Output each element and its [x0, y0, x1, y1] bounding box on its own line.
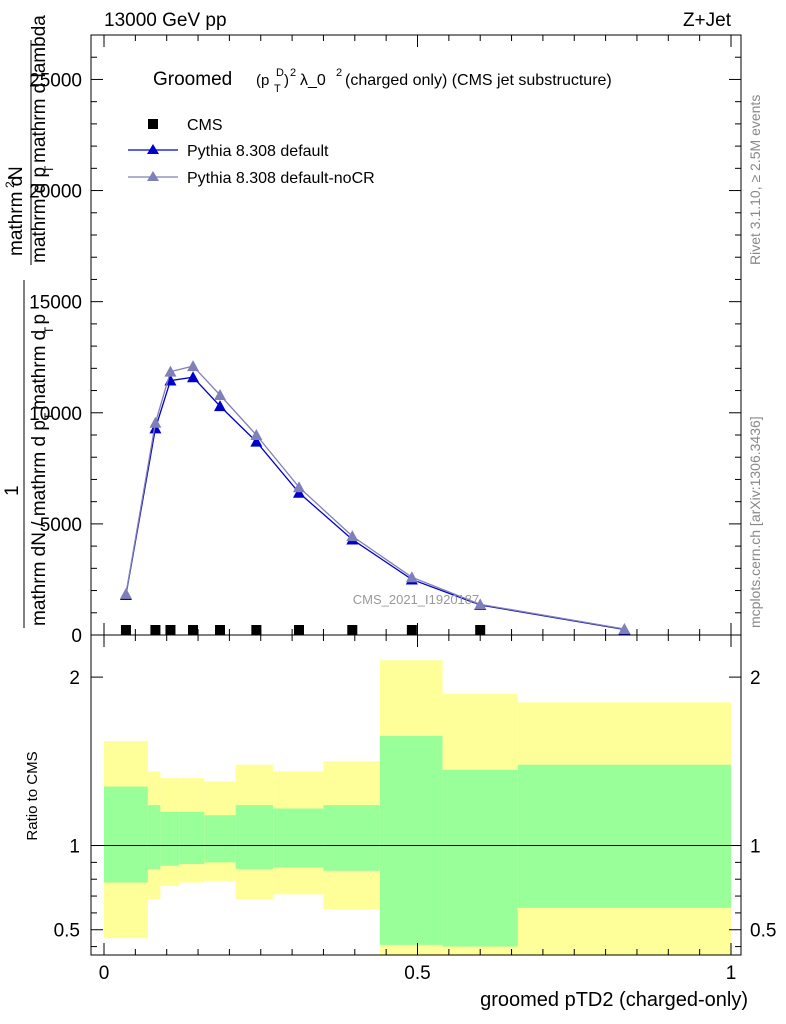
data-point-triangle	[474, 598, 487, 610]
ratio-y-tick-label-left: 0.5	[54, 921, 80, 942]
title-sub-t: T	[274, 83, 281, 95]
data-point-square	[188, 625, 199, 635]
data-point-triangle	[618, 623, 631, 634]
data-point-square	[165, 625, 176, 635]
ylabel-denominator-bottom: mathrm dN / mathrm d p T mathrm d p T	[29, 314, 56, 626]
ylabel-denominator-top: mathrm d p T mathrm d lambda	[29, 15, 56, 263]
ratio-green-band	[379, 736, 443, 945]
title-main: Groomed	[153, 69, 232, 90]
ylabel-den2-sub2: T	[42, 326, 56, 334]
data-point-square	[214, 625, 225, 635]
title-lambda: λ_0	[300, 72, 326, 89]
x-tick-label: 1	[726, 963, 737, 984]
plot-title: Groomed (p D T ) 2 λ_0 2 (charged only) …	[153, 67, 612, 95]
data-point-triangle	[213, 389, 226, 400]
ratio-y-tick-label-right: 0.5	[750, 921, 776, 942]
main-y-axis-label: mathrm d 2 N mathrm d p T mathrm d lambd…	[2, 15, 56, 628]
title-rest: (charged only) (CMS jet substructure)	[345, 72, 612, 89]
main-y-tick-label: 20000	[29, 182, 82, 203]
title-close: )	[284, 72, 289, 89]
x-tick-label: 0	[99, 963, 110, 984]
legend: CMS Pythia 8.308 default Pythia 8.308 de…	[128, 117, 375, 187]
data-point-triangle	[213, 400, 226, 412]
ratio-green-band	[160, 811, 180, 866]
legend-marker-default	[147, 144, 159, 154]
data-point-triangle	[187, 360, 200, 372]
ratio-green-band	[104, 786, 148, 883]
data-point-square	[150, 625, 161, 635]
ylabel-numerator-top: mathrm d 2 N	[3, 166, 27, 256]
legend-label-cms: CMS	[187, 117, 223, 134]
ratio-green-band	[235, 805, 274, 870]
ratio-y-tick-label-right: 1	[750, 837, 761, 858]
data-point-triangle	[405, 571, 418, 583]
data-point-triangle	[164, 365, 177, 377]
main-y-tick-label: 15000	[29, 293, 82, 314]
data-point-triangle	[119, 587, 132, 599]
data-point-triangle	[250, 429, 263, 440]
data-point-triangle	[149, 422, 162, 434]
x-axis-label: groomed pTD2 (charged-only)	[480, 989, 748, 1011]
rivet-label: Rivet 3.1.10, ≥ 2.5M events	[747, 95, 763, 265]
ratio-green-band	[179, 811, 205, 865]
watermark: CMS_2021_I1920187	[353, 592, 480, 607]
ylabel-num-tail: N	[6, 166, 27, 180]
data-point-triangle	[292, 486, 305, 498]
legend-label-nocr: Pythia 8.308 default-noCR	[187, 170, 375, 187]
data-point-square	[475, 625, 486, 635]
mcplots-label: mcplots.cern.ch [arXiv:1306.3436]	[747, 416, 763, 628]
ratio-y-tick-label-left: 1	[69, 837, 80, 858]
main-y-tick-label: 0	[71, 626, 82, 647]
data-point-square	[120, 625, 131, 635]
ylabel-den2-sub1: T	[42, 412, 56, 420]
ratio-green-band	[442, 769, 518, 947]
title-sup-d: D	[276, 67, 284, 79]
ratio-y-axis-label: Ratio to CMS	[24, 751, 41, 840]
title-sup-2b: 2	[336, 67, 342, 79]
main-y-tick-label: 10000	[29, 404, 82, 425]
ratio-green-band	[273, 808, 324, 868]
main-y-tick-label: 5000	[40, 515, 82, 536]
data-point-square	[406, 625, 417, 635]
ratio-y-tick-label-right: 2	[750, 668, 761, 689]
data-series	[119, 360, 631, 635]
ylabel-num: mathrm d	[6, 176, 27, 256]
series-line	[125, 365, 625, 630]
ratio-green-band	[517, 764, 731, 908]
data-point-square	[293, 625, 304, 635]
data-point-triangle	[250, 435, 263, 447]
data-point-triangle	[149, 416, 162, 428]
data-point-square	[251, 625, 262, 635]
ratio-uncertainty-bands	[104, 660, 731, 955]
ylabel-num-sup: 2	[3, 181, 17, 188]
ylabel-den-a: mathrm d p	[29, 167, 50, 263]
ratio-plot-frame	[90, 634, 742, 956]
legend-marker-nocr	[147, 171, 159, 181]
title-p: (p	[256, 72, 269, 89]
main-y-tick-label: 25000	[29, 70, 82, 91]
ylabel-den-a-tail: mathrm d lambda	[29, 15, 50, 163]
ratio-green-band	[147, 805, 161, 870]
data-point-square	[347, 625, 358, 635]
ratio-green-band	[204, 815, 236, 863]
header-left: 13000 GeV pp	[104, 10, 227, 31]
axis-ticks: 0 0.5 1 0 5000 10000 15000 20000 25000 0.5 0.5 1 1 2 2	[29, 34, 776, 984]
x-tick-label: 0.5	[404, 963, 430, 984]
ylabel-den-a-sub: T	[42, 165, 56, 173]
data-point-triangle	[346, 530, 359, 542]
data-point-triangle	[292, 481, 305, 493]
title-sup-2: 2	[290, 67, 296, 79]
data-point-triangle	[187, 371, 200, 383]
ylabel-den2-a: mathrm dN / mathrm d p	[29, 420, 50, 626]
ylabel-one: 1	[2, 485, 23, 496]
ratio-green-band	[323, 805, 380, 871]
ratio-y-tick-label-left: 2	[69, 668, 80, 689]
legend-label-default: Pythia 8.308 default	[187, 143, 329, 160]
legend-marker-cms	[148, 119, 158, 129]
ylabel-den2-b: mathrm d p	[29, 314, 50, 410]
header-right: Z+Jet	[683, 10, 732, 31]
